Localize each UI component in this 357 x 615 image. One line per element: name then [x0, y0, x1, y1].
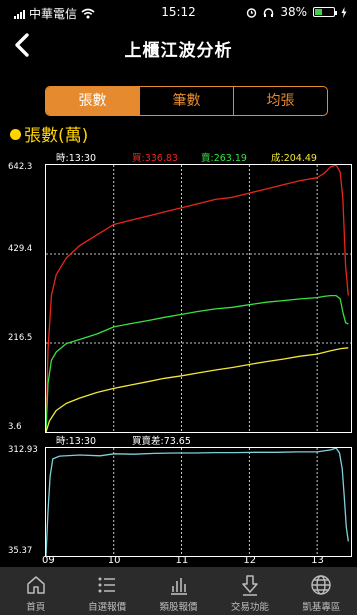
tab-kgi-zone-label: 凱基專區 — [302, 602, 341, 613]
diff-chart-plot — [46, 448, 349, 556]
tab-volume[interactable]: 張數 — [46, 87, 139, 115]
page-title: 上櫃江波分析 — [124, 41, 233, 61]
info-time: 時:13:30 — [56, 153, 97, 164]
diff-info-value: 買賣差:73.65 — [132, 436, 191, 447]
metric-title-text: 張數(萬) — [24, 126, 89, 146]
volume-chart-y-tick-label: 216.5 — [8, 333, 33, 343]
signal-icon — [14, 9, 25, 19]
tab-home[interactable]: 首頁 — [0, 567, 71, 615]
tab-sector-quotes-label: 類股報價 — [159, 602, 198, 613]
volume-chart-series-line — [46, 347, 349, 432]
bullet-icon — [10, 129, 21, 140]
tab-sector-quotes[interactable]: 類股報價 — [143, 567, 214, 615]
volume-chart-series-line — [46, 165, 349, 432]
diff-chart — [45, 447, 352, 557]
tab-transactions[interactable]: 筆數 — [139, 87, 233, 115]
info-sell: 賣:263.19 — [201, 153, 247, 164]
status-right: 38% — [246, 5, 347, 19]
volume-chart-series-line — [46, 294, 349, 432]
segment-tabs: 張數 筆數 均張 — [45, 86, 328, 116]
tab-kgi-zone[interactable]: 凱基專區 — [286, 567, 357, 615]
battery-percent: 38% — [280, 5, 307, 19]
battery-level — [315, 9, 322, 15]
tab-average-volume[interactable]: 均張 — [233, 87, 327, 115]
time-axis-tick-label: 10 — [107, 555, 121, 566]
volume-chart-y-tick-label: 3.6 — [8, 422, 22, 432]
diff-chart-y-tick-label: 312.93 — [8, 445, 38, 455]
volume-chart-y-tick-label: 429.4 — [8, 244, 33, 254]
bottom-tab-bar: 首頁 自選報價 類股報價 交易功能 凱基專區 — [0, 567, 357, 615]
tab-trade[interactable]: 交易功能 — [214, 567, 285, 615]
volume-chart-plot — [46, 165, 351, 432]
trade-icon — [242, 575, 258, 596]
time-axis-tick-label: 09 — [42, 555, 55, 566]
wifi-icon — [81, 8, 95, 19]
status-bar: 中華電信 15:12 38% — [0, 0, 357, 24]
battery-icon — [313, 7, 337, 17]
sector-chart-icon — [170, 578, 187, 595]
headphones-icon — [264, 7, 274, 17]
diff-info-time: 時:13:30 — [56, 436, 97, 447]
tab-watchlist[interactable]: 自選報價 — [71, 567, 142, 615]
info-buy: 買:336.83 — [132, 153, 178, 164]
carrier-info: 中華電信 — [14, 5, 95, 22]
carrier-name: 中華電信 — [29, 7, 78, 21]
time-axis-tick-label: 13 — [311, 555, 324, 566]
diff-chart-series-line — [46, 448, 349, 556]
globe-icon — [311, 575, 332, 595]
info-deal: 成:204.49 — [271, 153, 317, 164]
chart-info-row: 時:13:30 買:336.83 賣:263.19 成:204.49 — [46, 150, 357, 164]
status-time: 15:12 — [161, 5, 196, 19]
tab-watchlist-label: 自選報價 — [88, 602, 127, 613]
home-icon — [26, 576, 45, 594]
alarm-icon — [247, 7, 257, 18]
volume-chart-y-tick-label: 642.3 — [8, 162, 33, 172]
watchlist-icon — [98, 577, 116, 593]
nav-bar: 上櫃江波分析 — [0, 24, 357, 68]
chevron-left-icon — [15, 33, 29, 57]
diff-chart-y-tick-label: 35.37 — [8, 546, 33, 556]
tab-home-label: 首頁 — [26, 602, 46, 613]
volume-chart — [45, 164, 352, 433]
back-button[interactable] — [8, 29, 40, 61]
charging-icon — [341, 6, 347, 18]
tab-trade-label: 交易功能 — [230, 602, 269, 613]
diff-info-row: 時:13:30 買賣差:73.65 — [46, 433, 346, 447]
metric-title: 張數(萬) — [10, 121, 88, 146]
time-axis-tick-label: 11 — [175, 555, 189, 566]
time-axis-tick-label: 12 — [243, 555, 257, 566]
